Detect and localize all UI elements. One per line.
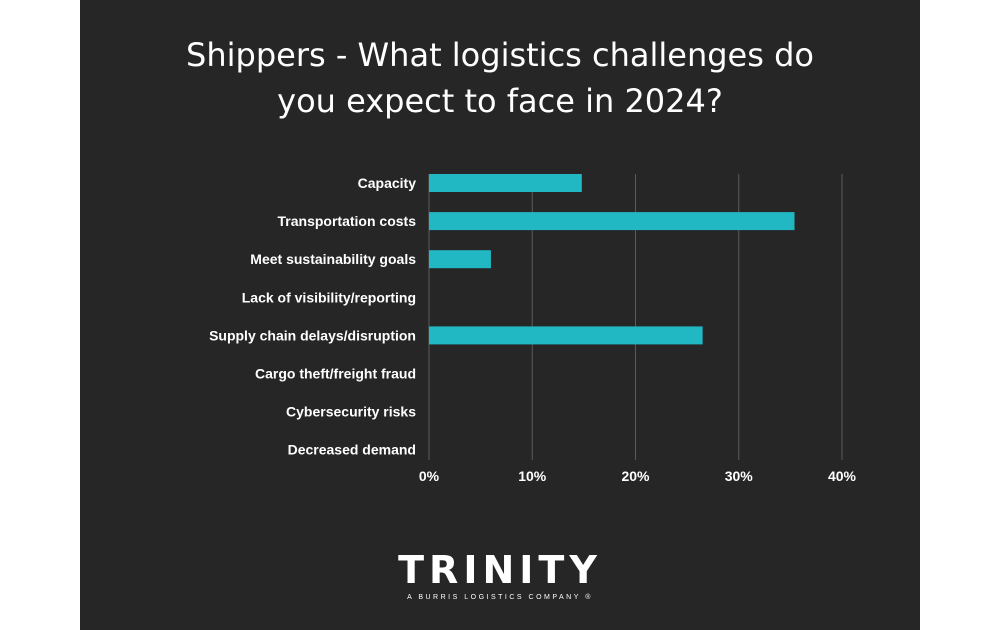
category-label: Capacity [358,175,417,191]
bar [429,326,703,345]
x-tick-label: 0% [419,468,440,484]
x-tick-label: 20% [621,468,650,484]
category-label: Cargo theft/freight fraud [255,366,416,382]
bar [429,250,491,269]
trinity-logo: TRINITY A BURRIS LOGISTICS COMPANY ® [80,548,920,601]
chart-title-line-2: you expect to face in 2024? [277,82,723,120]
bar-chart: 0% 10% 20% 30% 40% Capacity Transportation cos… [209,174,857,484]
category-label: Lack of visibility/reporting [242,289,416,305]
chart-title-line-1: Shippers - What logistics challenges do [186,36,814,74]
category-label: Decreased demand [288,442,416,458]
x-tick-label: 10% [518,468,547,484]
logo-tagline: A BURRIS LOGISTICS COMPANY ® [407,594,593,601]
chart-title: Shippers - What logistics challenges do … [80,32,920,124]
chart-panel: Shippers - What logistics challenges do … [80,0,920,630]
category-label: Meet sustainability goals [250,251,416,267]
x-tick-label: 40% [828,468,857,484]
category-label: Cybersecurity risks [286,404,416,420]
logo-wordmark: TRINITY [398,548,602,592]
bar [429,174,582,192]
category-label: Transportation costs [278,213,417,229]
x-tick-label: 30% [725,468,754,484]
bar [429,212,795,231]
category-label: Supply chain delays/disruption [209,327,416,343]
